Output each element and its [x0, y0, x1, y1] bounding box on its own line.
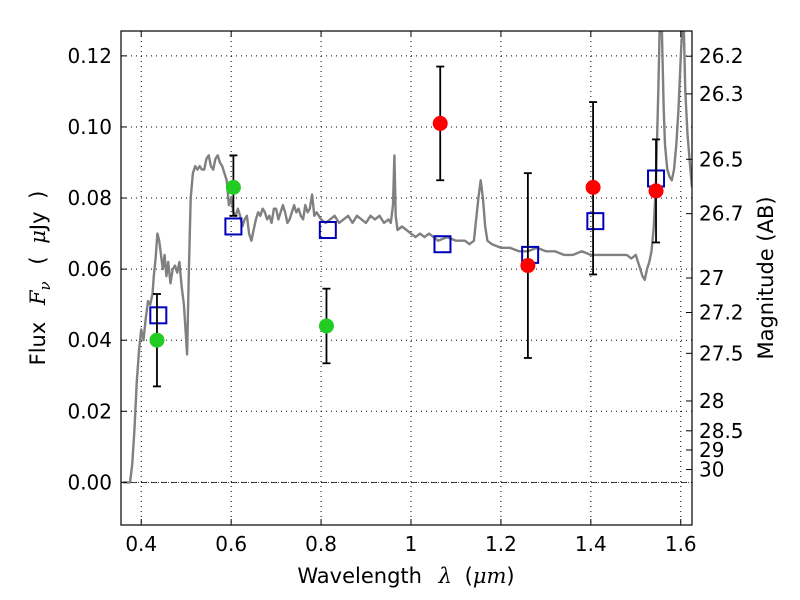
photometry-point — [432, 115, 448, 131]
x-tick-label: 1.4 — [575, 532, 607, 556]
plot-frame — [120, 30, 693, 526]
y-axis-unit-prefix: μ — [26, 230, 50, 244]
mag-tick-label: 26.7 — [699, 202, 744, 226]
y-axis-unit-close: ) — [26, 191, 50, 199]
y-axis-subscript: ν — [36, 281, 54, 290]
y-axis-ticks: 0.00 0.02 0.04 0.06 0.08 0.10 0.12 — [67, 44, 127, 494]
y-tick-label: 0.00 — [67, 470, 112, 494]
y-tick-label: 0.06 — [67, 257, 112, 281]
x-tick-label: 0.6 — [215, 532, 247, 556]
mag-tick-label: 26.3 — [699, 82, 744, 106]
y-tick-label: 0.08 — [67, 186, 112, 210]
x-axis-label: Wavelength — [297, 564, 422, 588]
spectrum-line — [123, 31, 692, 484]
model-square-marker — [433, 235, 452, 254]
x-axis-unit-close: ) — [506, 564, 514, 588]
data-series — [123, 31, 692, 484]
x-tick-label: 1.2 — [485, 532, 517, 556]
y-axis-unit: Jy — [26, 211, 50, 232]
mag-tick-label: 27.2 — [699, 300, 744, 324]
model-square-marker — [586, 212, 605, 231]
mag-tick-label: 29 — [699, 438, 724, 462]
photometry-point — [648, 183, 664, 199]
y-tick-label: 0.02 — [67, 399, 112, 423]
y-axis-title: Flux Fν ( μJy ) — [26, 191, 55, 366]
x-axis-symbol: λ — [438, 564, 452, 588]
mag-tick-label: 27 — [699, 266, 724, 290]
y2-axis-title: Magnitude (AB) — [754, 196, 778, 359]
mag-tick-label: 26.2 — [699, 44, 744, 68]
y-tick-label: 0.04 — [67, 328, 112, 352]
mag-tick-label: 30 — [699, 458, 724, 482]
x-axis-title: Wavelength λ (μm) — [297, 564, 514, 588]
y-tick-label: 0.12 — [67, 44, 112, 68]
mag-tick-label: 26.5 — [699, 147, 744, 171]
x-tick-label: 0.8 — [305, 532, 337, 556]
grid-lines — [121, 31, 692, 525]
photometry-point — [149, 332, 165, 348]
x-tick-label: 1.6 — [665, 532, 697, 556]
mag-tick-label: 28 — [699, 389, 724, 413]
model-square-marker — [224, 217, 243, 236]
x-axis-ticks: 0.4 0.6 0.8 1 1.2 1.4 1.6 — [125, 31, 697, 556]
model-square-marker — [149, 306, 168, 325]
x-tick-label: 1 — [405, 532, 418, 556]
photometry-point — [585, 179, 601, 195]
photometry-point — [225, 179, 241, 195]
photometry-point — [318, 318, 334, 334]
y-axis-unit-open: ( — [26, 256, 50, 264]
y-axis-label: Flux — [26, 322, 50, 366]
y-axis-symbol: F — [26, 289, 50, 306]
y-tick-label: 0.10 — [67, 115, 112, 139]
x-axis-unit-open: ( — [465, 564, 473, 588]
model-square-marker — [318, 221, 337, 240]
photometry-point — [520, 258, 536, 274]
x-tick-label: 0.4 — [125, 532, 157, 556]
mag-tick-label: 28.5 — [699, 419, 744, 443]
mag-tick-label: 27.5 — [699, 341, 744, 365]
x-axis-unit: μm — [473, 564, 507, 588]
